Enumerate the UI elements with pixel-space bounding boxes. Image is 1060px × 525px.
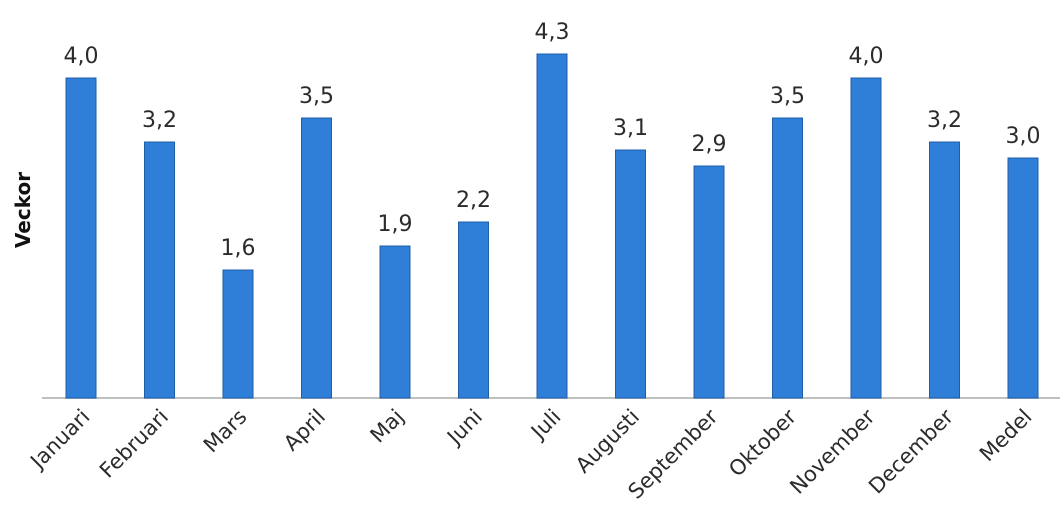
x-tick-label-medel: Medel [975,405,1037,467]
x-tick-label-juni: Juni [441,405,487,451]
bar-maj [379,245,411,399]
x-tick-label-maj: Maj [366,405,409,448]
bar-augusti [615,149,646,399]
bar-april [301,117,332,399]
value-label-januari: 4,0 [64,44,99,69]
x-tick-label-oktober: Oktober [724,404,801,481]
x-tick-label-augusti: Augusti [571,405,644,478]
x-tick-label-december: December [864,404,958,498]
value-label-juni: 2,2 [456,188,491,213]
bar-januari [65,77,97,399]
x-tick-label-november: November [785,404,879,498]
bar-oktober [772,117,803,399]
value-labels-group: 4,0 3,2 1,6 3,5 1,9 2,2 4,3 3,1 2,9 3,5 4,0 3,2 3,0 [64,20,1041,261]
bar-februari [144,141,175,399]
x-tick-label-mars: Mars [199,405,252,458]
value-label-mars: 1,6 [221,236,256,261]
value-label-november: 4,0 [849,44,884,69]
bars-group [65,53,1039,399]
bar-mars [222,269,254,399]
bar-juli [536,53,568,399]
value-label-oktober: 3,5 [770,84,805,109]
x-tick-label-juli: Juli [525,405,565,445]
bar-medel [1007,157,1039,399]
value-label-september: 2,9 [692,132,727,157]
value-label-juli: 4,3 [535,20,570,45]
bar-november [850,77,882,399]
x-tick-labels-group: Januari Februari Mars April Maj Juni Juli Augus… [25,404,1037,503]
value-label-februari: 3,2 [142,108,177,133]
x-tick-label-februari: Februari [95,405,173,483]
value-label-april: 3,5 [299,84,334,109]
x-tick-label-januari: Januari [25,405,95,475]
value-label-december: 3,2 [927,108,962,133]
value-label-maj: 1,9 [378,212,413,237]
bar-september [693,165,725,399]
value-label-augusti: 3,1 [613,116,648,141]
value-label-medel: 3,0 [1006,124,1041,149]
y-axis-title: Veckor [11,172,35,248]
bar-juni [458,221,489,399]
bar-december [929,141,960,399]
x-tick-label-april: April [279,405,330,456]
